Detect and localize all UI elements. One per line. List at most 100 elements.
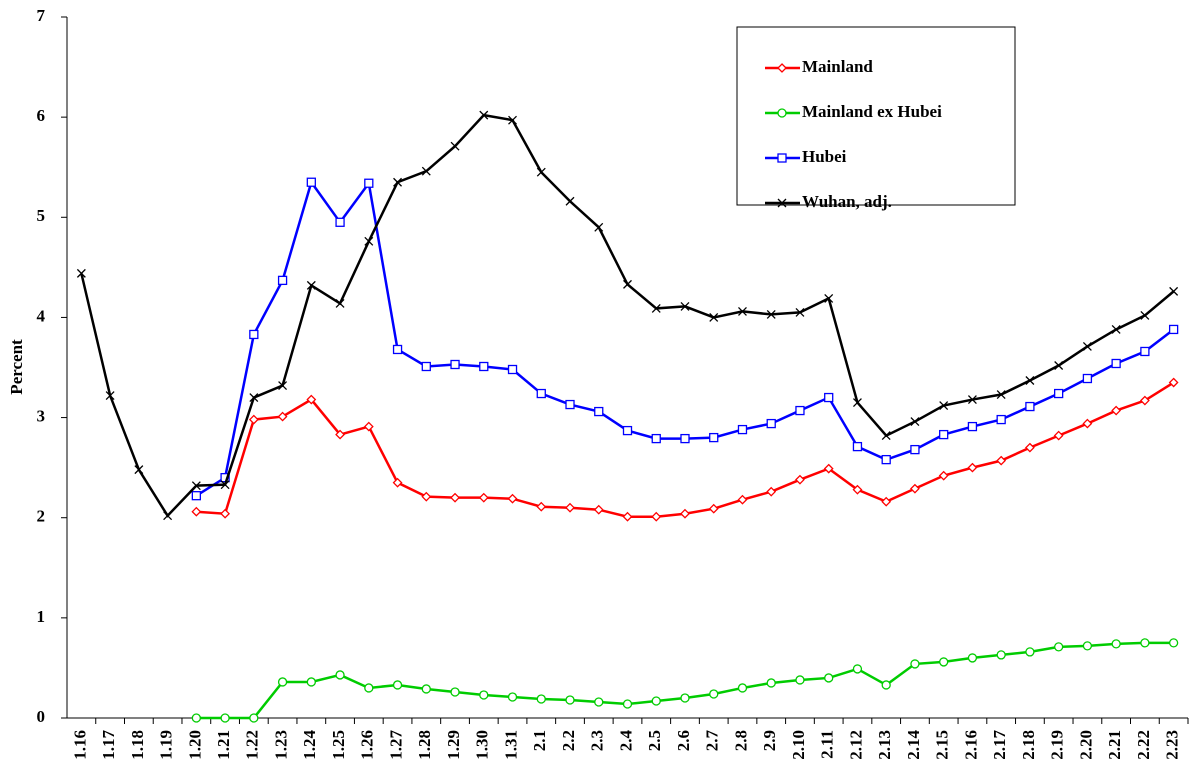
marker	[651, 511, 662, 522]
x-tick-label: 2.20	[1076, 730, 1095, 760]
marker	[1140, 310, 1150, 320]
marker	[191, 506, 202, 517]
marker	[1111, 405, 1122, 416]
legend-label: Mainland ex Hubei	[802, 102, 942, 121]
marker	[1140, 638, 1150, 648]
marker	[967, 421, 978, 432]
x-tick-label: 2.13	[875, 730, 894, 760]
marker	[1111, 324, 1121, 334]
marker	[134, 465, 144, 475]
marker	[508, 115, 517, 125]
x-tick-label: 2.18	[1019, 730, 1038, 760]
marker	[1169, 286, 1179, 296]
legend-marker	[777, 108, 787, 118]
x-tick-label: 2.2	[559, 730, 578, 751]
marker	[651, 433, 661, 444]
marker	[392, 477, 403, 488]
marker	[421, 166, 431, 176]
y-tick-label: 1	[37, 607, 46, 626]
x-tick-label: 1.21	[214, 730, 233, 760]
x-tick-label: 1.23	[271, 730, 290, 760]
marker	[335, 670, 345, 680]
marker	[536, 388, 546, 399]
marker	[738, 306, 747, 316]
x-tick-label: 1.25	[329, 730, 348, 760]
marker	[392, 344, 403, 355]
marker	[1140, 346, 1150, 357]
x-tick-label: 2.6	[674, 730, 693, 751]
marker	[594, 222, 604, 232]
marker	[393, 177, 403, 187]
marker	[1025, 401, 1035, 412]
marker	[795, 307, 805, 317]
marker	[852, 484, 863, 495]
marker	[507, 493, 518, 504]
x-tick-label: 2.22	[1134, 730, 1153, 760]
marker	[105, 391, 115, 400]
x-tick-label: 1.22	[243, 730, 262, 760]
marker	[1111, 639, 1121, 649]
marker	[910, 444, 920, 455]
marker	[450, 141, 460, 151]
marker	[565, 695, 575, 705]
marker	[191, 481, 201, 491]
x-tick-label: 1.19	[157, 730, 176, 760]
marker	[594, 406, 604, 417]
x-tick-label: 1.28	[415, 730, 434, 760]
marker	[565, 502, 575, 513]
marker	[1168, 324, 1179, 335]
marker	[191, 491, 201, 501]
marker	[392, 680, 403, 690]
x-tick-label: 2.12	[846, 730, 865, 760]
marker	[277, 275, 288, 286]
x-tick-label: 2.8	[731, 730, 750, 751]
marker	[824, 392, 834, 403]
x-tick-label: 1.20	[185, 730, 204, 760]
marker	[622, 699, 633, 709]
marker	[507, 692, 518, 702]
x-tick-label: 2.4	[616, 730, 635, 752]
marker	[996, 414, 1006, 425]
marker	[795, 474, 805, 485]
marker	[651, 303, 661, 313]
legend-label: Wuhan, adj.	[802, 192, 892, 211]
marker	[421, 684, 431, 694]
marker	[967, 462, 978, 473]
marker	[479, 690, 489, 700]
legend-marker	[777, 153, 787, 163]
marker	[651, 696, 661, 706]
marker	[623, 279, 632, 289]
y-tick-label: 4	[37, 306, 46, 325]
x-tick-label: 2.14	[904, 730, 923, 760]
x-tick-label: 1.29	[444, 730, 463, 760]
x-tick-label: 2.16	[961, 730, 980, 760]
marker	[478, 492, 489, 503]
marker	[278, 381, 288, 390]
marker	[910, 483, 920, 494]
marker	[910, 659, 920, 669]
y-tick-label: 5	[37, 206, 46, 225]
x-tick-label: 2.23	[1163, 730, 1182, 760]
marker	[622, 425, 633, 436]
marker	[709, 312, 719, 322]
marker	[1082, 373, 1093, 384]
marker	[364, 236, 374, 246]
legend-label: Hubei	[802, 147, 847, 166]
marker	[996, 390, 1006, 399]
x-tick-label: 2.10	[789, 730, 808, 760]
x-tick-label: 2.17	[990, 730, 1009, 760]
marker	[421, 491, 432, 502]
marker	[479, 361, 489, 372]
marker	[766, 309, 776, 319]
marker	[565, 196, 575, 206]
legend-marker	[777, 63, 787, 73]
marker	[1054, 361, 1064, 370]
marker	[766, 486, 777, 497]
marker	[306, 677, 316, 687]
marker	[277, 677, 288, 687]
marker	[450, 359, 460, 370]
marker	[737, 424, 748, 435]
marker	[593, 504, 604, 515]
marker	[709, 432, 719, 443]
